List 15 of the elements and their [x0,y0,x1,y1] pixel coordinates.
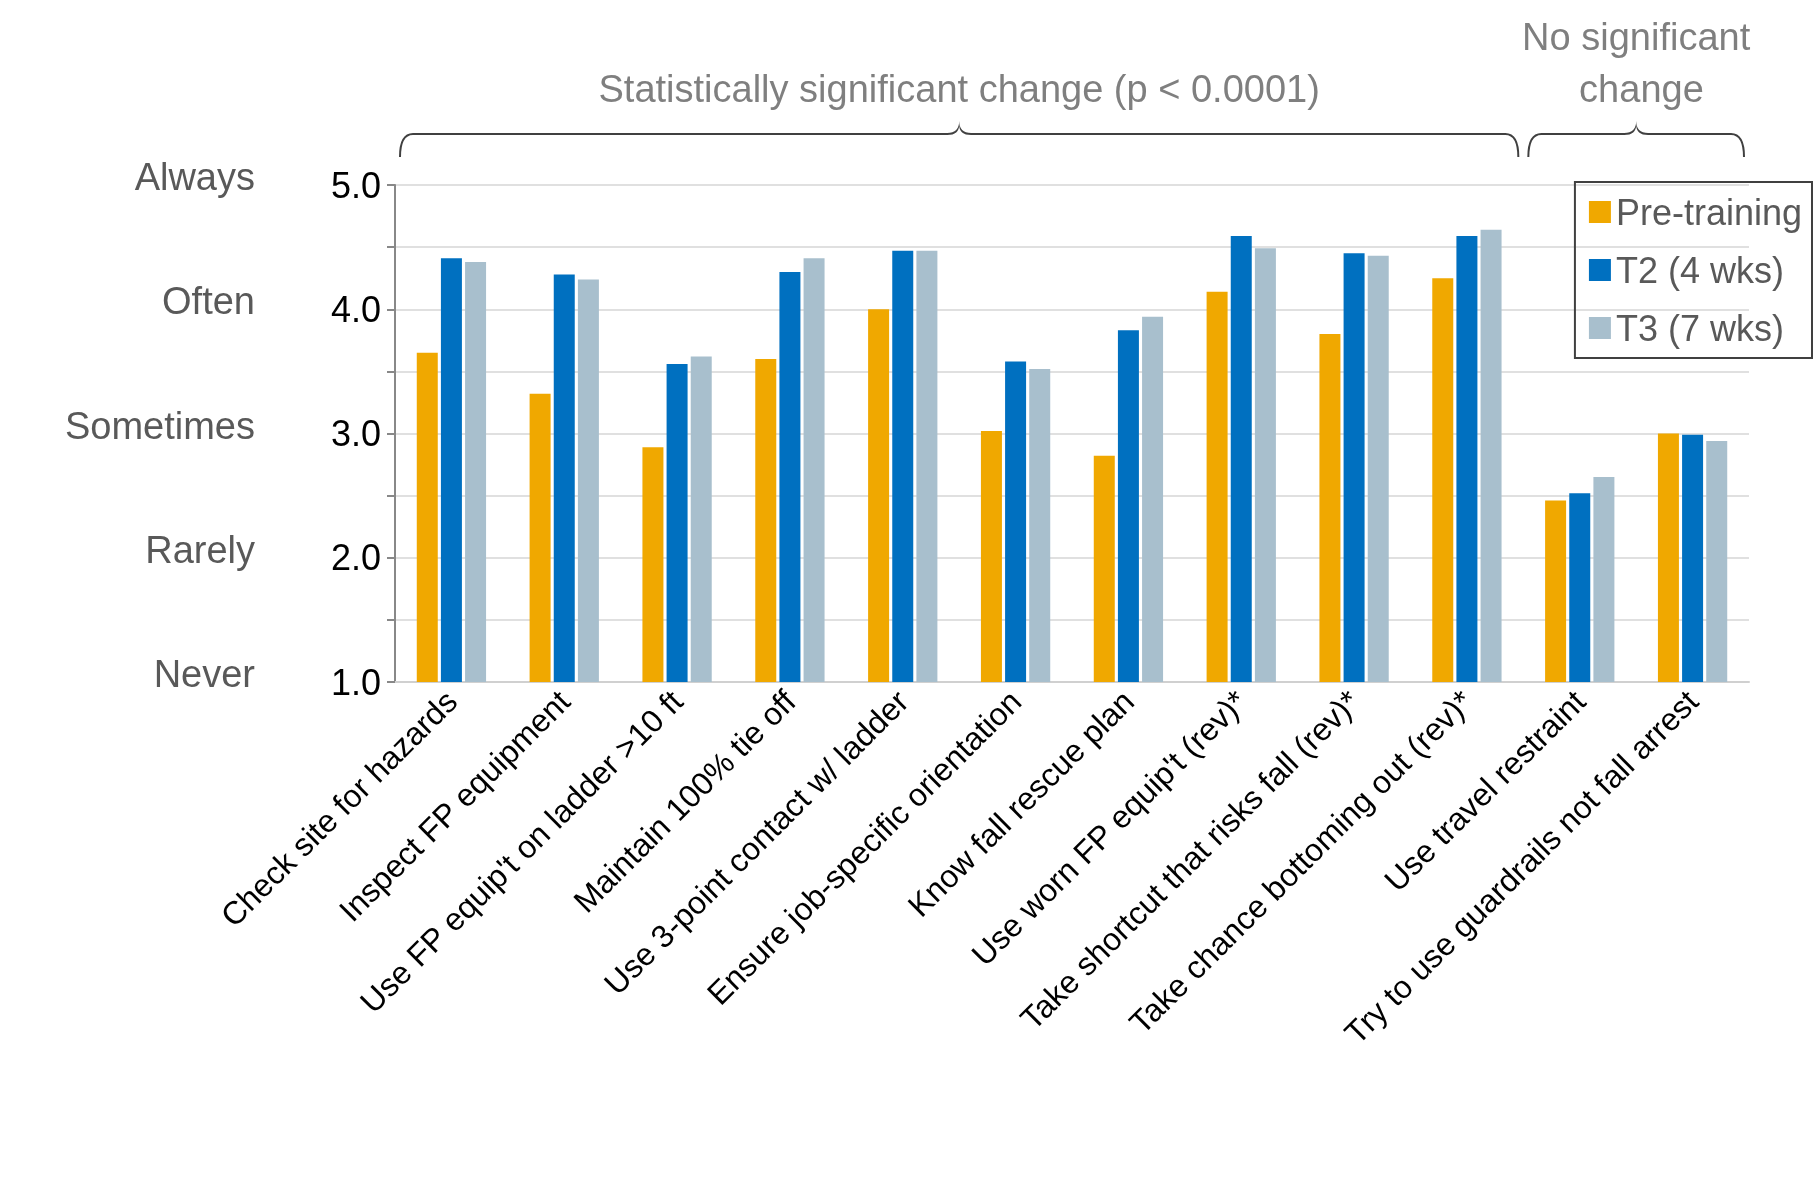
text: Never [153,653,256,695]
y-tick-label: 4.0 [330,288,381,330]
text: Often [162,280,255,323]
y-tick-label: 2.0 [330,537,381,579]
legend-label: T3 (7 wks) [1615,307,1784,349]
text: Statistically significant change (p < 0.0001) [598,68,1320,110]
text: No significant change [1522,16,1751,110]
y-tick-label: 5.0 [330,164,381,206]
y-tick-label: 3.0 [330,413,381,454]
text: Rarely [145,528,255,571]
legend-label: Pre-training [1615,191,1803,233]
legend-label: T2 (4 wks) [1615,249,1784,291]
text: Sometimes [64,404,255,447]
text: Always [134,156,255,198]
y-tick-label: 1.0 [330,661,381,703]
